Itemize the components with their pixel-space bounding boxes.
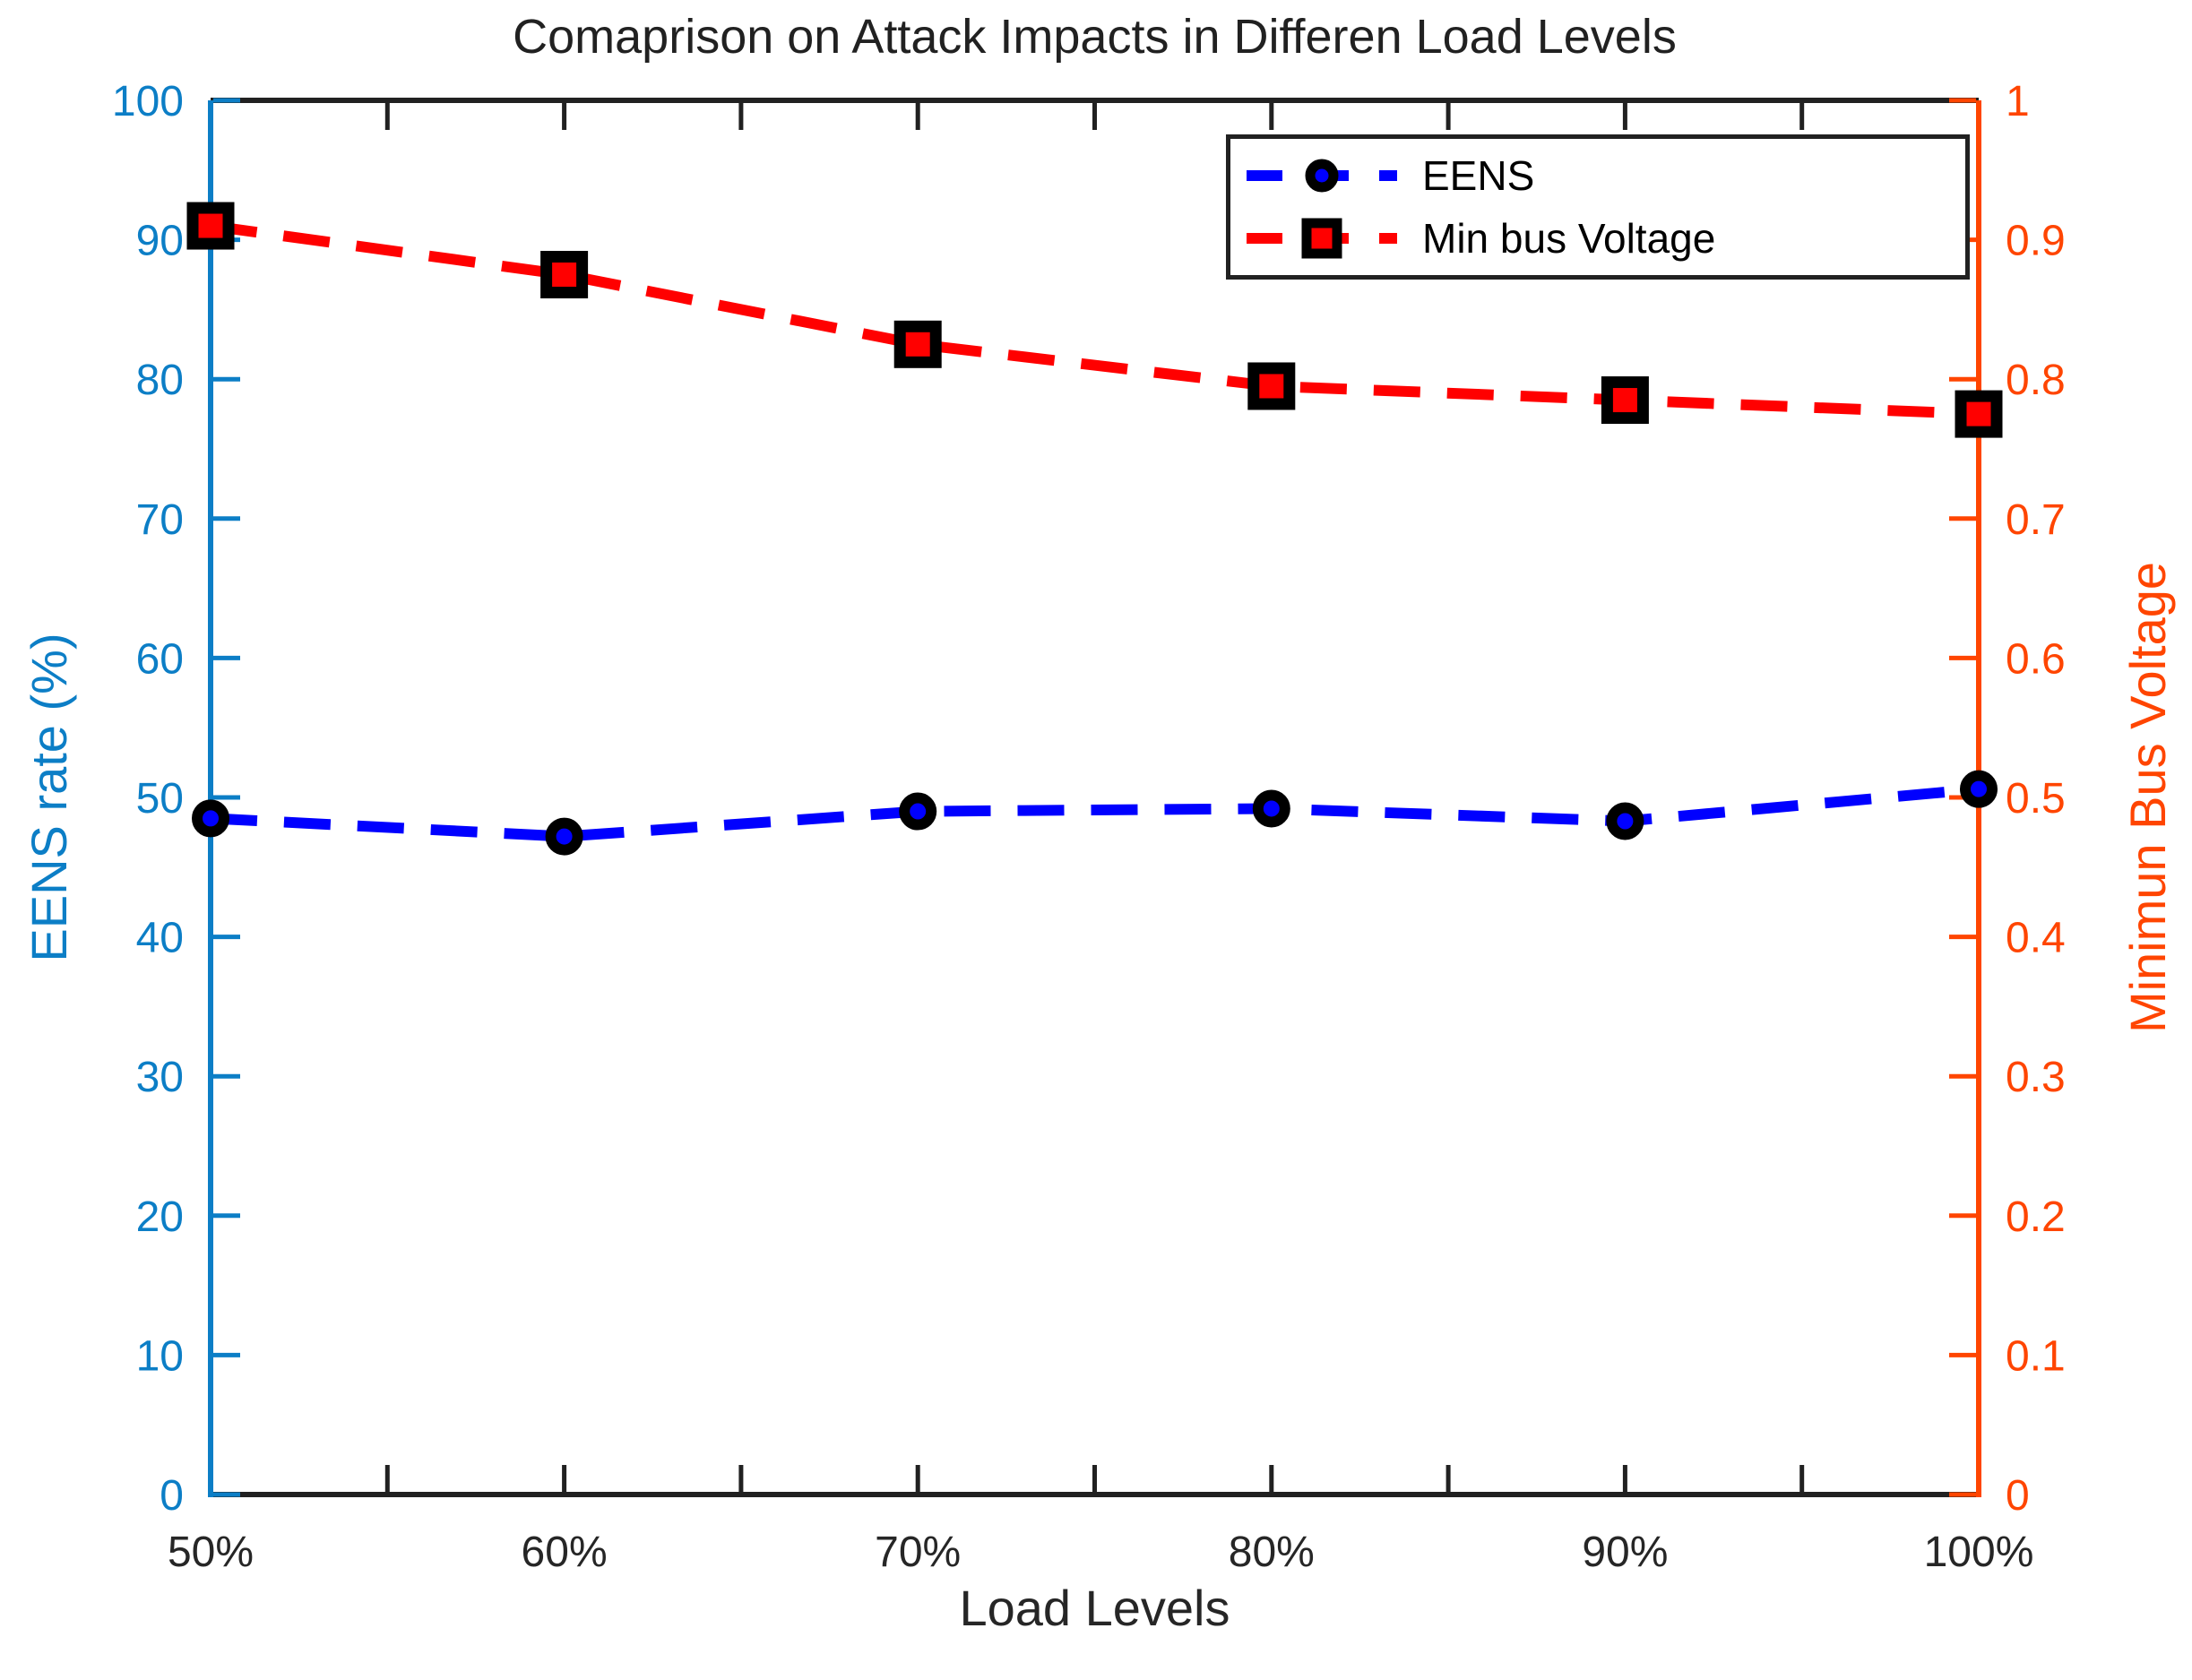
legend-box: EENS Min bus Voltage xyxy=(1226,134,1970,280)
x-axis-label: Load Levels xyxy=(959,1580,1230,1636)
y-left-tick-label: 70 xyxy=(136,496,184,544)
eens-marker xyxy=(899,792,937,831)
y-left-tick-label: 10 xyxy=(136,1332,184,1380)
min-bus-voltage-marker xyxy=(186,202,235,250)
y-left-tick-label: 60 xyxy=(136,635,184,683)
eens-marker xyxy=(1606,802,1644,840)
y-right-tick-label: 0.5 xyxy=(2006,775,2066,823)
y-left-tick-label: 0 xyxy=(160,1472,184,1520)
y-left-tick-label: 30 xyxy=(136,1054,184,1101)
eens-legend-line-sample xyxy=(1245,152,1399,199)
min-bus-voltage-legend-label: Min bus Voltage xyxy=(1422,215,1716,262)
x-tick-label: 100% xyxy=(1924,1529,2034,1576)
legend-marker-square xyxy=(1301,218,1342,259)
legend-sample-svg xyxy=(1247,218,1397,259)
min-bus-voltage-line xyxy=(210,220,1980,420)
x-tick-label: 80% xyxy=(1229,1529,1315,1576)
y-right-tick-label: 0.2 xyxy=(2006,1193,2066,1241)
min-bus-voltage-marker xyxy=(893,320,942,368)
y-right-tick-label: 0.3 xyxy=(2006,1054,2066,1101)
y-right-tick-label: 0.7 xyxy=(2006,496,2066,544)
min-bus-voltage-marker xyxy=(1247,362,1296,410)
min-bus-voltage-marker xyxy=(540,251,589,298)
min-bus-voltage-marker xyxy=(1601,376,1649,425)
legend-sample-svg xyxy=(1247,159,1397,193)
y-right-tick-label: 1 xyxy=(2006,78,2030,125)
min-bus-voltage-legend-line-sample xyxy=(1245,215,1399,262)
x-tick-label: 50% xyxy=(168,1529,254,1576)
right-y-axis-label: Minimun Bus Voltage xyxy=(2119,561,2176,1034)
legend-row-min-bus-voltage: Min bus Voltage xyxy=(1245,214,1965,263)
legend-row-eens: EENS xyxy=(1245,151,1965,200)
y-right-tick-label: 0.8 xyxy=(2006,357,2066,404)
x-tick-label: 90% xyxy=(1582,1529,1668,1576)
y-right-tick-label: 0.6 xyxy=(2006,635,2066,683)
legend-marker-circle xyxy=(1305,159,1339,193)
y-left-tick-label: 80 xyxy=(136,357,184,404)
x-tick-label: 70% xyxy=(875,1529,961,1576)
y-left-tick-label: 50 xyxy=(136,775,184,823)
y-right-tick-label: 0 xyxy=(2006,1472,2030,1520)
y-right-tick-label: 0.4 xyxy=(2006,915,2066,962)
left-y-axis-label: EENS rate (%) xyxy=(21,633,77,962)
y-right-tick-label: 0.1 xyxy=(2006,1332,2066,1380)
x-tick-label: 60% xyxy=(522,1529,608,1576)
y-left-tick-label: 40 xyxy=(136,915,184,962)
eens-marker xyxy=(1960,770,1998,808)
eens-marker xyxy=(1252,789,1290,828)
eens-marker xyxy=(192,799,229,838)
min-bus-voltage-marker xyxy=(1955,390,2003,438)
y-left-tick-label: 100 xyxy=(112,78,184,125)
eens-marker xyxy=(545,817,583,856)
y-right-tick-label: 0.9 xyxy=(2006,218,2066,265)
chart-title: Comaprison on Attack Impacts in Differen… xyxy=(513,10,1677,64)
y-left-tick-label: 90 xyxy=(136,218,184,265)
eens-line xyxy=(210,783,1980,842)
eens-legend-label: EENS xyxy=(1422,152,1535,199)
y-left-tick-label: 20 xyxy=(136,1193,184,1241)
